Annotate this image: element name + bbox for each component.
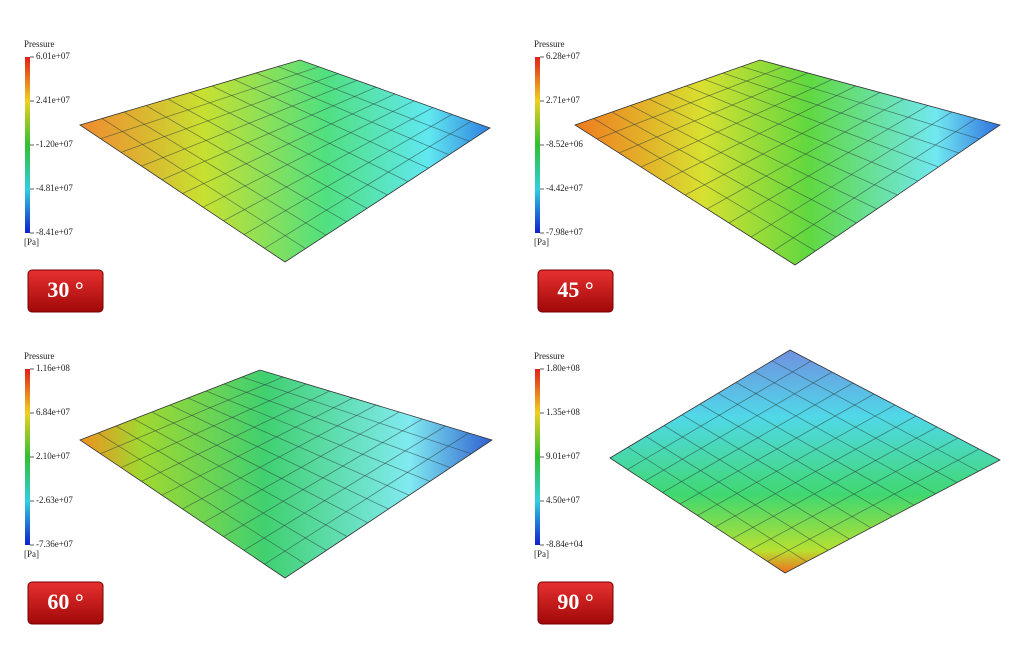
- mesh-line: [264, 432, 470, 565]
- legend-unit: [Pa]: [24, 237, 39, 247]
- mesh-line: [243, 425, 446, 551]
- color-bar: [25, 369, 30, 545]
- mesh-line: [182, 404, 377, 510]
- angle-badge: [27, 269, 104, 313]
- mesh-line: [202, 411, 400, 524]
- panel: Pressure 1.80e+08 1.35e+08 9.01e+07 4.50e+07…: [534, 349, 1001, 625]
- legend-unit: [Pa]: [534, 237, 549, 247]
- angle-label: 90 °: [557, 589, 593, 614]
- angle-badge: [537, 581, 614, 625]
- mesh-line: [211, 85, 409, 182]
- mesh-line: [277, 66, 470, 142]
- legend-tick-label: -8.41e+07: [36, 227, 73, 237]
- color-bar: [535, 369, 540, 545]
- mesh-line: [223, 107, 434, 222]
- mesh-line: [728, 105, 929, 224]
- mesh-line: [697, 404, 896, 516]
- legend-tick-label: 9.01e+07: [546, 451, 580, 461]
- angle-label: 30 °: [47, 277, 83, 302]
- mesh-line: [732, 426, 938, 539]
- contour-plate: [574, 59, 1001, 266]
- panel: Pressure 6.01e+07 2.41e+07 -1.20e+07 -4.81e+…: [24, 39, 491, 313]
- legend-tick-label: 2.41e+07: [36, 95, 70, 105]
- mesh-line: [187, 397, 410, 496]
- panel: Pressure 6.28e+07 2.71e+07 -8.52e+06 -4.42e+…: [534, 39, 1001, 313]
- legend-tick-label: -7.98e+07: [546, 227, 583, 237]
- mesh-line: [706, 98, 905, 210]
- legend-tick-label: -1.20e+07: [36, 139, 73, 149]
- contour-plate: [609, 349, 1001, 574]
- legend-tick-label: 2.71e+07: [546, 95, 580, 105]
- legend-tick-label: -4.42e+07: [546, 183, 583, 193]
- mesh-line: [223, 418, 423, 537]
- mesh-line: [684, 92, 881, 196]
- legend-title: Pressure: [534, 351, 565, 361]
- mesh-line: [767, 448, 980, 562]
- mesh-line: [182, 93, 396, 194]
- mesh-line: [714, 415, 917, 528]
- mesh-line: [685, 85, 919, 182]
- mesh-line: [223, 383, 451, 468]
- angle-badge: [27, 581, 104, 625]
- mesh-line: [772, 118, 977, 252]
- legend-tick-label: -4.81e+07: [36, 183, 73, 193]
- contour-plate: [79, 59, 491, 263]
- mesh-line: [255, 72, 450, 156]
- legend-tick-label: 6.01e+07: [36, 51, 70, 61]
- mesh-line: [750, 111, 953, 238]
- legend-tick-label: 6.28e+07: [546, 51, 580, 61]
- legend-tick-label: 2.10e+07: [36, 451, 70, 461]
- mesh-line: [753, 371, 958, 483]
- legend-tick-label: -7.36e+07: [36, 539, 73, 549]
- mesh-line: [202, 100, 415, 208]
- panel: Pressure 1.16e+08 6.84e+07 2.10e+07 -2.63e+0…: [24, 351, 493, 625]
- legend-tick-label: 1.35e+08: [546, 407, 580, 417]
- mesh-line: [243, 114, 453, 235]
- mesh-line: [741, 66, 980, 140]
- angle-label: 45 °: [557, 277, 593, 302]
- legend-title: Pressure: [534, 39, 565, 49]
- angle-badge: [537, 269, 614, 313]
- color-bar: [25, 57, 30, 233]
- legend-tick-label: -8.52e+06: [546, 139, 583, 149]
- legend-tick-label: 4.50e+07: [546, 495, 580, 505]
- mesh-line: [722, 72, 960, 154]
- mesh-line: [233, 79, 429, 169]
- legend-tick-label: -8.84e+04: [546, 539, 583, 549]
- mesh-line: [704, 79, 939, 168]
- mesh-line: [241, 376, 472, 455]
- color-bar: [535, 57, 540, 233]
- legend-title: Pressure: [24, 351, 55, 361]
- mesh-line: [771, 360, 979, 472]
- legend-tick-label: -2.63e+07: [36, 495, 73, 505]
- legend-tick-label: 1.16e+08: [36, 363, 70, 373]
- legend-tick-label: 6.84e+07: [36, 407, 70, 417]
- legend-unit: [Pa]: [534, 549, 549, 559]
- angle-label: 60 °: [47, 589, 83, 614]
- legend-unit: [Pa]: [24, 549, 39, 559]
- legend-title: Pressure: [24, 39, 55, 49]
- mesh-line: [264, 120, 472, 249]
- legend-tick-label: 1.80e+08: [546, 363, 580, 373]
- mesh-line: [749, 437, 959, 551]
- mesh-line: [735, 382, 936, 495]
- mesh-line: [717, 392, 915, 506]
- contour-plate: [79, 369, 493, 579]
- mesh-line: [205, 390, 431, 482]
